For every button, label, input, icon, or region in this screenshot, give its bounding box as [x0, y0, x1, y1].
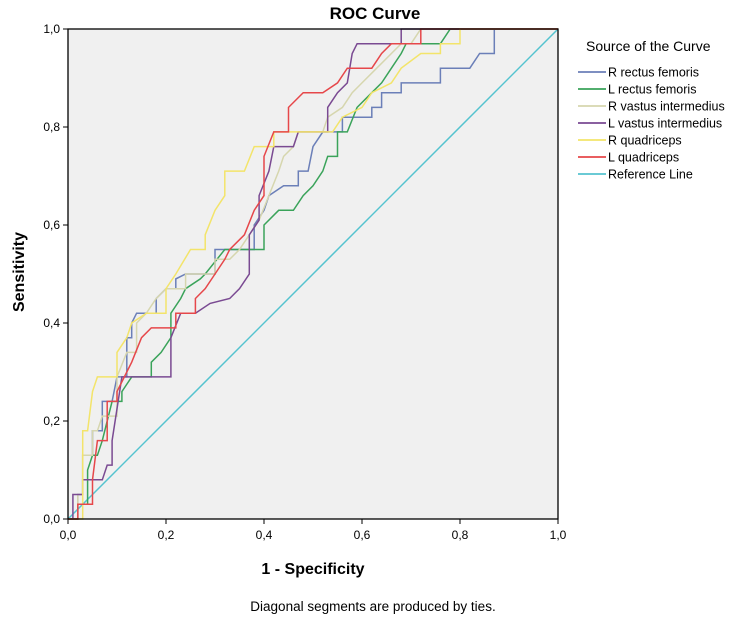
series-line-r-vastus-intermedius — [68, 28, 558, 520]
legend-label: L quadriceps — [608, 151, 679, 165]
x-axis: 0,0 0,2 0,4 0,6 0,8 1,0 — [60, 519, 567, 542]
legend-label: Reference Line — [608, 168, 693, 182]
series-line-l-vastus-intermedius — [68, 28, 558, 520]
y-tick-label: 0,8 — [43, 120, 60, 134]
series-line-r-quadriceps — [68, 28, 558, 520]
x-tick-label: 1,0 — [550, 528, 567, 542]
legend: Source of the Curve R rectus femoris L re… — [578, 38, 725, 182]
x-tick-label: 0,6 — [354, 528, 371, 542]
y-tick-label: 0,0 — [43, 512, 60, 526]
chart-title: ROC Curve — [330, 4, 421, 23]
x-tick-label: 0,2 — [158, 528, 175, 542]
plot-frame — [67, 28, 559, 520]
legend-label: L vastus intermedius — [608, 117, 722, 131]
y-tick-label: 0,2 — [43, 414, 60, 428]
series-layer — [67, 28, 559, 520]
footnote: Diagonal segments are produced by ties. — [250, 599, 495, 614]
legend-label: R vastus intermedius — [608, 100, 725, 114]
y-tick-label: 0,4 — [43, 316, 60, 330]
series-line-reference-line — [67, 28, 559, 520]
y-axis: 0,0 0,2 0,4 0,6 0,8 1,0 — [43, 22, 68, 526]
x-tick-label: 0,8 — [452, 528, 469, 542]
legend-label: R quadriceps — [608, 134, 682, 148]
legend-label: L rectus femoris — [608, 83, 696, 97]
y-axis-title: Sensitivity — [11, 232, 28, 312]
series-line-l-quadriceps — [68, 28, 558, 520]
legend-title: Source of the Curve — [586, 38, 711, 54]
y-tick-label: 0,6 — [43, 218, 60, 232]
x-axis-title: 1 - Specificity — [261, 561, 364, 578]
x-tick-label: 0,4 — [256, 528, 273, 542]
legend-label: R rectus femoris — [608, 66, 699, 80]
y-tick-label: 1,0 — [43, 22, 60, 36]
x-tick-label: 0,0 — [60, 528, 77, 542]
